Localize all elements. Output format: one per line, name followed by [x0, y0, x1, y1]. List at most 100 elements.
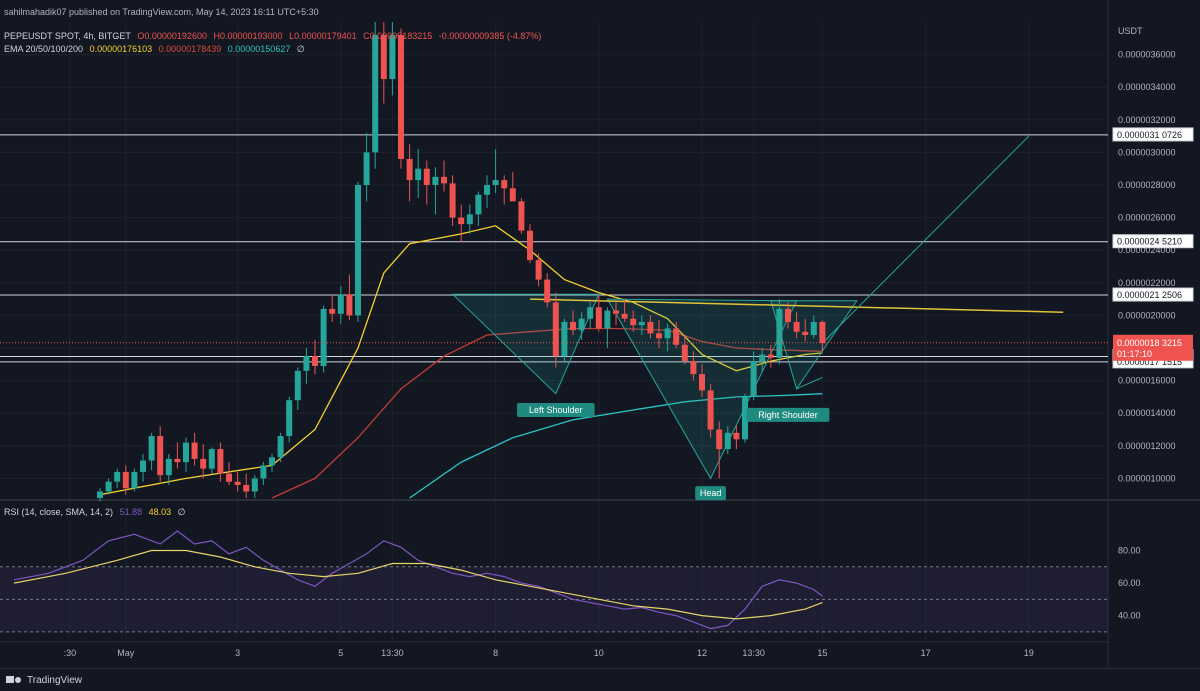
candle-body[interactable]: [707, 390, 714, 430]
candle[interactable]: [570, 310, 576, 335]
candle[interactable]: [380, 22, 387, 104]
candle-body[interactable]: [277, 436, 284, 458]
candle-body[interactable]: [595, 307, 602, 329]
candle[interactable]: [673, 321, 680, 349]
candle[interactable]: [742, 393, 748, 443]
candle[interactable]: [174, 442, 181, 469]
candle-body[interactable]: [785, 308, 791, 322]
candle[interactable]: [320, 305, 327, 373]
candle[interactable]: [527, 224, 533, 264]
tradingview-logo[interactable]: TradingView: [6, 675, 82, 686]
candle-body[interactable]: [793, 321, 800, 332]
candle[interactable]: [389, 22, 396, 96]
candle[interactable]: [269, 453, 275, 472]
candle[interactable]: [398, 28, 404, 169]
candle-body[interactable]: [552, 302, 559, 357]
candle[interactable]: [707, 383, 714, 438]
candle[interactable]: [303, 348, 310, 384]
candle[interactable]: [716, 421, 723, 479]
candle-body[interactable]: [561, 321, 568, 357]
candle-body[interactable]: [630, 318, 637, 326]
candle-body[interactable]: [475, 194, 482, 215]
candle-body[interactable]: [681, 344, 688, 362]
candle[interactable]: [105, 478, 112, 495]
candle-body[interactable]: [699, 374, 705, 391]
candle-body[interactable]: [733, 432, 740, 440]
candle-body[interactable]: [664, 328, 671, 339]
candle-body[interactable]: [742, 396, 748, 440]
candle-body[interactable]: [638, 321, 645, 326]
candle[interactable]: [217, 442, 224, 482]
candle-body[interactable]: [312, 356, 318, 366]
candle[interactable]: [312, 339, 318, 375]
candle[interactable]: [372, 22, 379, 169]
candle-body[interactable]: [140, 460, 146, 472]
candle[interactable]: [432, 167, 439, 215]
candle[interactable]: [750, 351, 757, 401]
candle[interactable]: [183, 437, 189, 472]
candle-body[interactable]: [303, 356, 310, 371]
candle-body[interactable]: [656, 333, 662, 339]
candle[interactable]: [802, 318, 809, 342]
candle[interactable]: [329, 295, 336, 322]
candle[interactable]: [681, 334, 688, 365]
right-shoulder-triangle[interactable]: [770, 300, 858, 390]
candle[interactable]: [406, 144, 413, 202]
candle-body[interactable]: [398, 35, 404, 159]
candle-body[interactable]: [690, 361, 697, 375]
candle-body[interactable]: [484, 185, 490, 195]
candle-body[interactable]: [97, 491, 103, 498]
candle-body[interactable]: [105, 481, 112, 492]
symbol-legend[interactable]: PEPEUSDT SPOT, 4h, BITGET O0.00000192600…: [4, 31, 545, 41]
candle[interactable]: [535, 253, 542, 287]
candle[interactable]: [561, 318, 568, 362]
candle-body[interactable]: [759, 354, 766, 362]
candle-body[interactable]: [518, 201, 525, 231]
candle[interactable]: [587, 302, 594, 329]
candle-body[interactable]: [165, 458, 172, 476]
candle-body[interactable]: [544, 279, 551, 303]
candle-body[interactable]: [243, 484, 250, 492]
candle-body[interactable]: [346, 294, 353, 316]
candle[interactable]: [492, 149, 499, 194]
candle-body[interactable]: [535, 260, 542, 280]
candle-body[interactable]: [131, 471, 138, 489]
candle[interactable]: [578, 312, 585, 340]
candle[interactable]: [767, 344, 774, 368]
candle-body[interactable]: [819, 321, 826, 344]
candle[interactable]: [544, 273, 551, 308]
candle[interactable]: [441, 160, 447, 192]
candle[interactable]: [191, 432, 198, 466]
candle-body[interactable]: [613, 310, 619, 314]
ema-legend[interactable]: EMA 20/50/100/200 0.00000176103 0.000001…: [4, 44, 309, 55]
candle-body[interactable]: [527, 230, 533, 260]
candle-body[interactable]: [200, 458, 207, 469]
candle-body[interactable]: [148, 436, 155, 461]
candle-body[interactable]: [372, 35, 379, 153]
candle[interactable]: [355, 181, 361, 322]
candle-body[interactable]: [810, 321, 817, 335]
candle[interactable]: [277, 432, 284, 463]
candle-body[interactable]: [251, 478, 258, 492]
candle-body[interactable]: [432, 176, 439, 186]
head-and-shoulders-pattern[interactable]: [451, 135, 1064, 480]
ema-label[interactable]: EMA 20/50/100/200: [4, 44, 84, 54]
candle[interactable]: [724, 426, 731, 454]
candle[interactable]: [776, 299, 783, 365]
candle-body[interactable]: [441, 176, 447, 184]
candle-body[interactable]: [570, 321, 576, 331]
candle-body[interactable]: [380, 35, 387, 80]
candle-body[interactable]: [466, 214, 473, 225]
candle[interactable]: [97, 488, 103, 502]
candle-body[interactable]: [423, 168, 430, 186]
candle[interactable]: [286, 396, 293, 443]
candle[interactable]: [165, 453, 172, 485]
candle[interactable]: [793, 312, 800, 339]
candle-body[interactable]: [578, 318, 585, 331]
candle[interactable]: [234, 471, 241, 492]
candle-body[interactable]: [406, 158, 413, 181]
candle[interactable]: [595, 295, 602, 332]
candle-body[interactable]: [621, 313, 628, 319]
candle[interactable]: [819, 320, 826, 352]
candle[interactable]: [294, 367, 301, 410]
